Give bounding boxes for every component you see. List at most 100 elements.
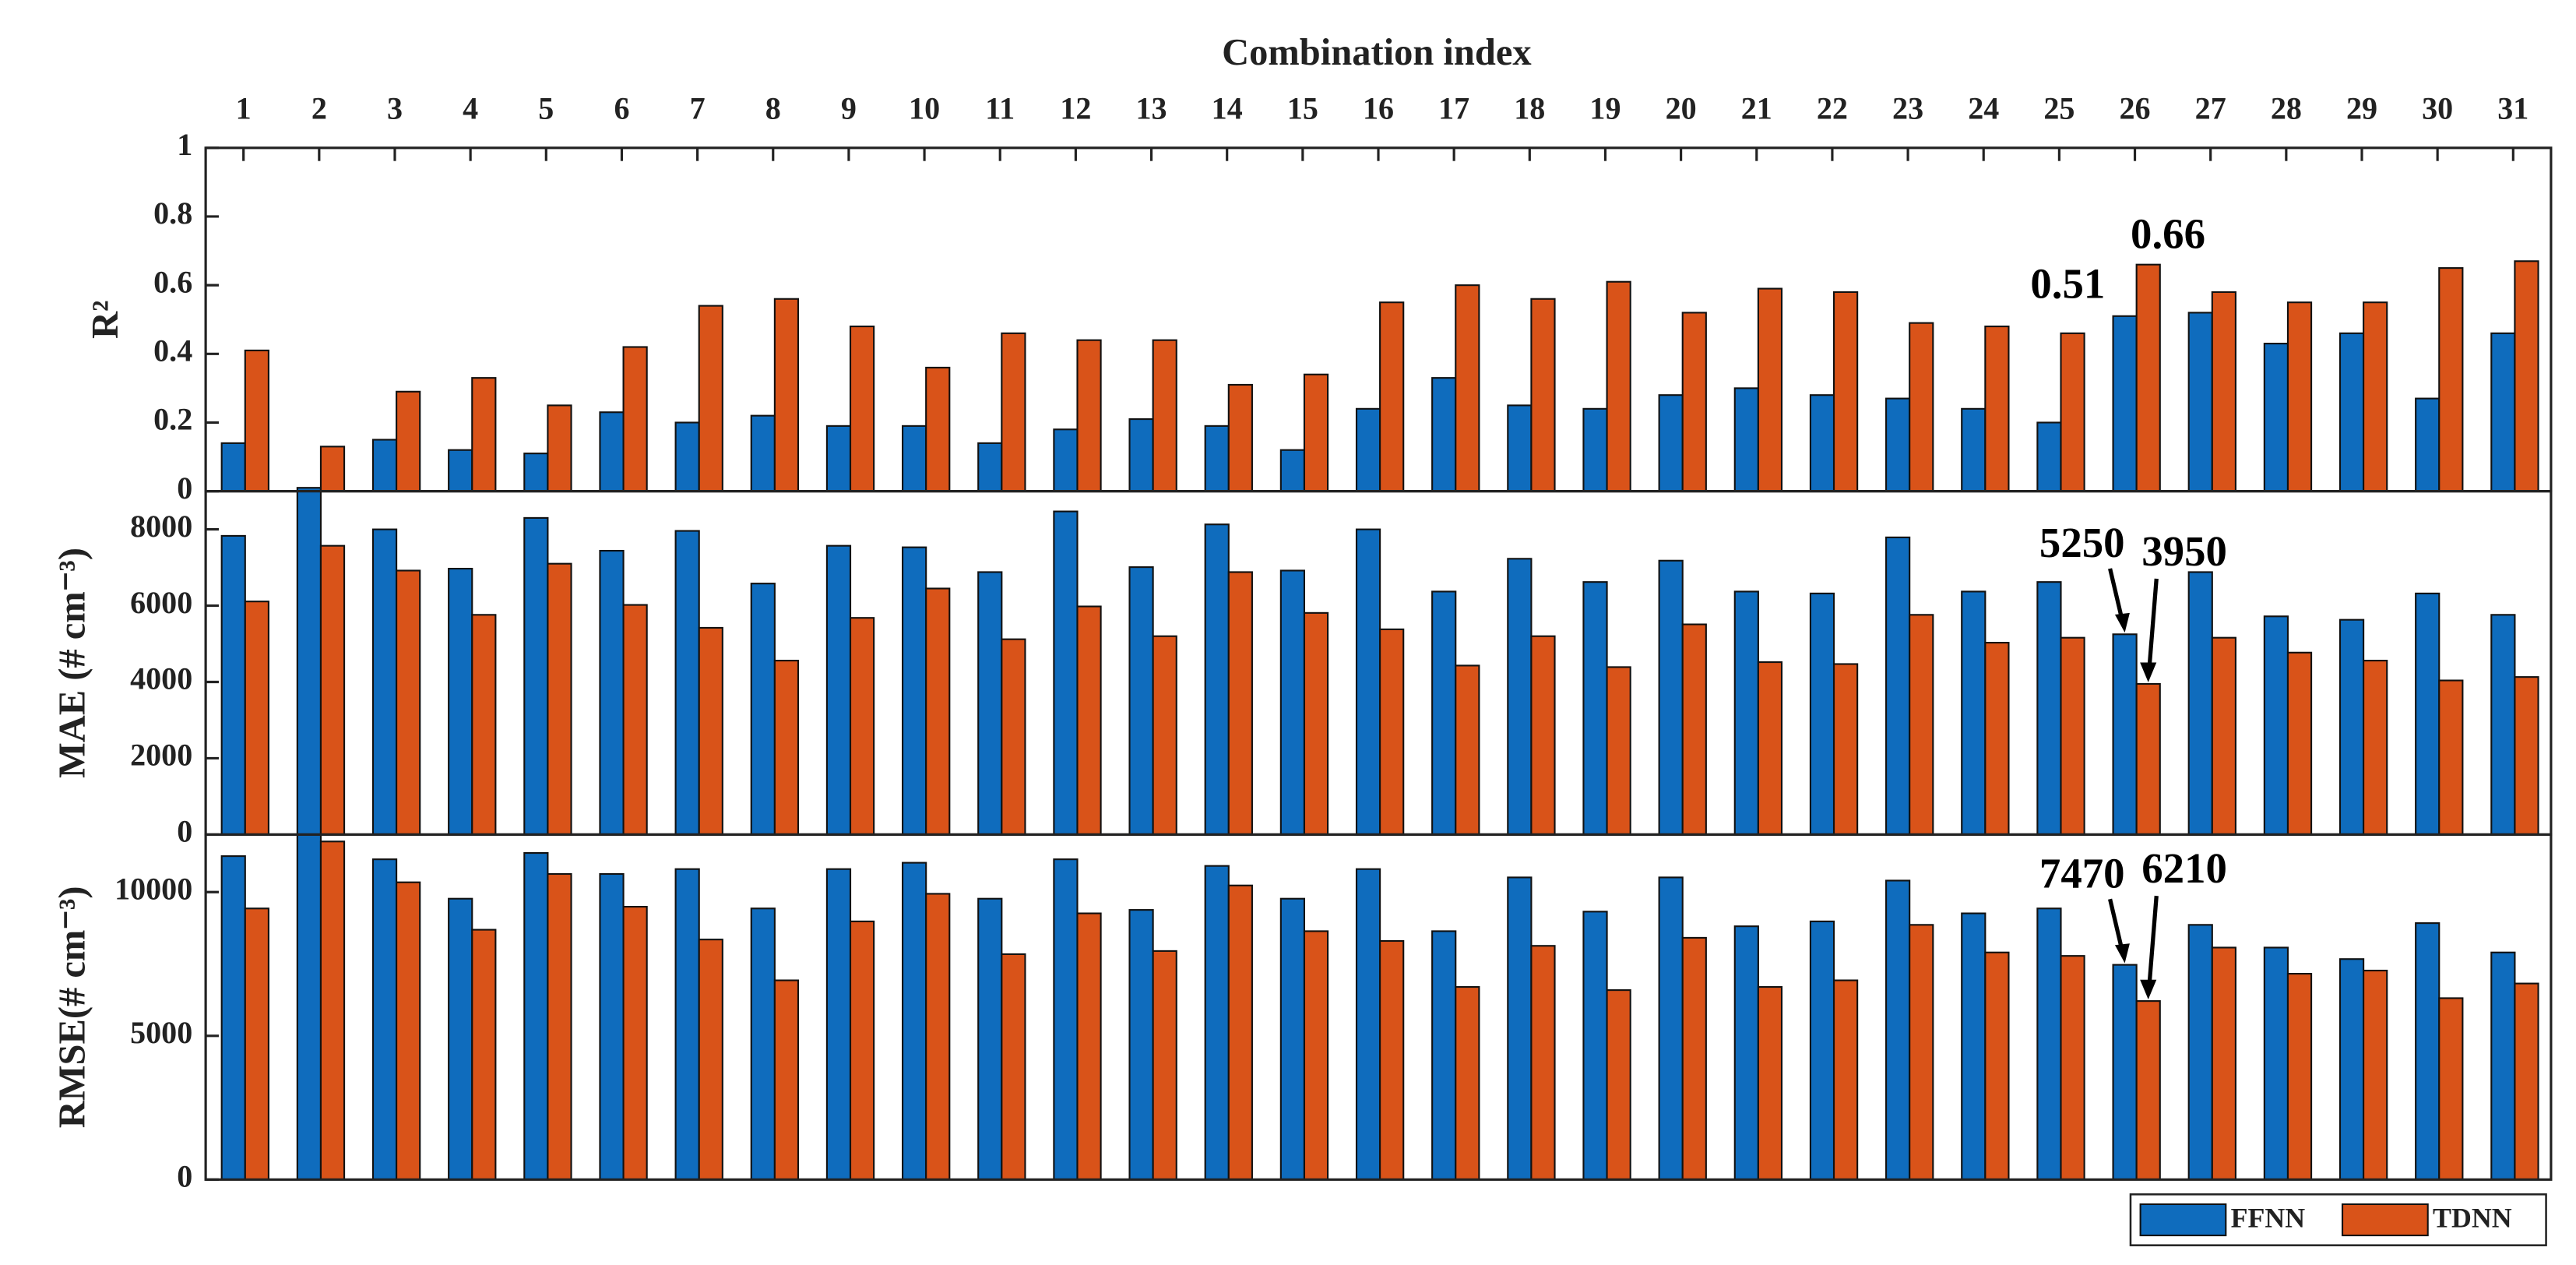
bar — [448, 567, 473, 836]
bar — [674, 868, 700, 1181]
x-tick-label: 18 — [1514, 91, 1545, 126]
bar — [750, 907, 776, 1181]
x-tick-label: 20 — [1666, 91, 1697, 126]
arrow-head — [2140, 979, 2157, 1000]
arrow — [2147, 578, 2159, 671]
bar — [599, 549, 625, 836]
arrow-head — [2114, 612, 2130, 633]
bar — [2286, 301, 2313, 492]
bar — [1530, 635, 1556, 836]
y-tick-label: 0.4 — [153, 333, 192, 368]
bar — [396, 390, 421, 492]
bar — [977, 442, 1003, 492]
y-tick-label: 6000 — [130, 585, 192, 620]
value-label: 7470 — [2039, 849, 2125, 897]
bar — [2263, 343, 2289, 492]
bar — [319, 544, 346, 836]
bar — [1582, 581, 1608, 836]
bar — [2060, 955, 2085, 1181]
bar — [698, 626, 723, 836]
bar — [1379, 628, 1405, 836]
bar — [1152, 950, 1177, 1181]
bar — [2338, 958, 2365, 1181]
bar — [1909, 614, 1934, 836]
y-tick-label: 0.6 — [153, 264, 192, 299]
bar — [1128, 418, 1154, 492]
bar — [2363, 969, 2388, 1181]
x-tick-label: 25 — [2043, 91, 2075, 126]
bar — [220, 534, 246, 836]
bar — [2338, 618, 2365, 836]
x-tick-label: 17 — [1438, 91, 1469, 126]
x-tick-label: 15 — [1287, 91, 1318, 126]
bar — [1076, 912, 1102, 1181]
y-tick-label: 0.2 — [153, 402, 192, 437]
bar — [1227, 571, 1253, 836]
bar — [622, 346, 648, 492]
bar — [1204, 865, 1230, 1181]
bar — [1128, 909, 1154, 1181]
bar — [1303, 373, 1329, 492]
bar — [220, 855, 246, 1181]
bar — [2112, 964, 2138, 1181]
x-tick-label: 27 — [2195, 91, 2226, 126]
bar — [1681, 623, 1707, 836]
y-tick-label: 10000 — [114, 871, 192, 906]
x-tick-label: 22 — [1817, 91, 1848, 126]
bar — [1885, 536, 1911, 836]
bar — [471, 614, 497, 836]
x-tick-label: 11 — [985, 91, 1015, 126]
legend-swatch — [2139, 1203, 2227, 1237]
bar — [2187, 924, 2213, 1181]
bar — [1152, 635, 1177, 836]
bar — [1681, 312, 1707, 492]
x-tick-label: 24 — [1968, 91, 1999, 126]
x-tick-label: 31 — [2497, 91, 2528, 126]
bar — [371, 858, 398, 1181]
y-tick-label: 0 — [177, 1159, 192, 1194]
y-tick-label: 1 — [177, 127, 192, 162]
bar — [1809, 920, 1835, 1181]
bar — [1355, 407, 1381, 492]
bar — [825, 868, 852, 1181]
x-tick-label: 6 — [614, 91, 629, 126]
bar — [523, 453, 549, 492]
bar — [1379, 301, 1405, 492]
bar — [1757, 287, 1783, 492]
x-tick-label: 7 — [690, 91, 706, 126]
bar — [1303, 930, 1329, 1181]
y-tick-label: 4000 — [130, 661, 192, 696]
x-tick-label: 21 — [1741, 91, 1772, 126]
bar — [750, 414, 776, 492]
bar — [2036, 907, 2062, 1181]
bar — [902, 425, 927, 492]
bar — [773, 298, 800, 492]
bar — [296, 833, 322, 1181]
bar — [396, 881, 421, 1181]
bar — [1455, 985, 1480, 1181]
bar — [849, 920, 875, 1181]
bar — [1832, 663, 1859, 836]
bar — [977, 897, 1003, 1181]
value-label: 6210 — [2141, 844, 2227, 892]
x-tick-label: 9 — [841, 91, 857, 126]
bar — [1227, 383, 1253, 492]
bar — [674, 421, 700, 492]
bar — [2211, 946, 2236, 1181]
bar — [448, 897, 473, 1181]
bar — [244, 349, 269, 492]
bar — [849, 617, 875, 836]
bar — [1984, 951, 2010, 1181]
bar — [1909, 322, 1934, 492]
bar — [773, 979, 800, 1181]
bar — [698, 305, 723, 492]
bar — [1152, 339, 1177, 492]
value-label: 3950 — [2141, 527, 2227, 575]
bar — [371, 439, 398, 492]
bar — [1832, 979, 1859, 1181]
bar — [698, 939, 723, 1181]
x-tick-label: 30 — [2422, 91, 2453, 126]
bar — [1507, 876, 1533, 1181]
bar — [1303, 611, 1329, 836]
y-tick-label: 8000 — [130, 509, 192, 544]
